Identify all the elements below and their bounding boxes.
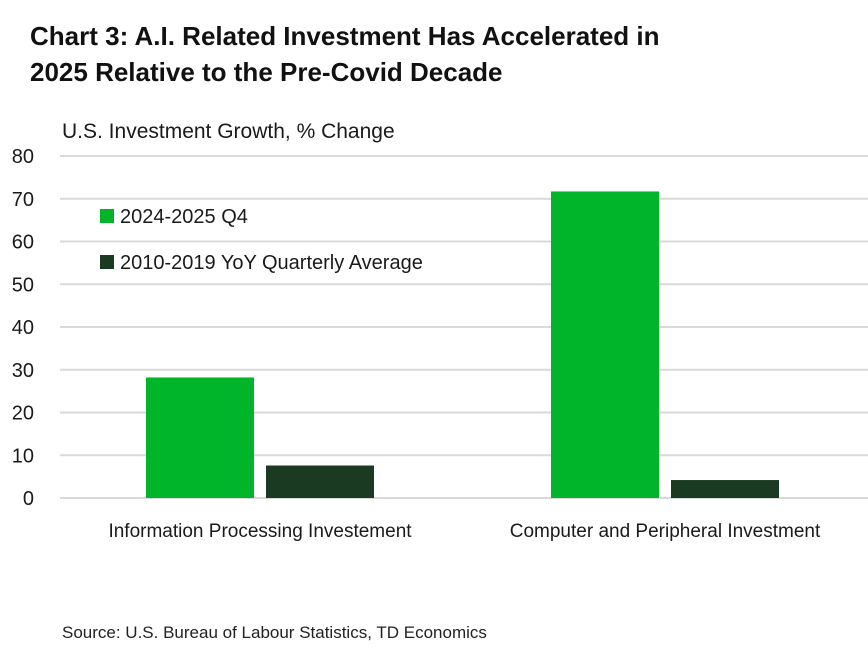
chart-svg: 0 10 20 30 40 50 60 70 80 U.S. Investment Growth,… (12, 120, 868, 542)
y-tick-label: 70 (12, 189, 34, 211)
legend-swatch (100, 209, 114, 223)
legend-label: 2010-2019 YoY Quarterly Average (120, 252, 423, 274)
bar-2-1 (266, 465, 374, 498)
title-line-2: 2025 Relative to the Pre-Covid Decade (30, 57, 503, 87)
chart-title: Chart 3: A.I. Related Investment Has Acc… (30, 18, 850, 90)
y-tick-label: 60 (12, 232, 34, 254)
source-note: Source: U.S. Bureau of Labour Statistics… (62, 623, 487, 642)
y-axis-label: U.S. Investment Growth, % Change (62, 120, 395, 143)
y-tick-label: 30 (12, 360, 34, 382)
legend-label: 2024-2025 Q4 (120, 206, 248, 228)
title-line-1: Chart 3: A.I. Related Investment Has Acc… (30, 21, 660, 51)
y-tick-label: 80 (12, 146, 34, 168)
legend-swatch (100, 255, 114, 269)
category-label: Computer and Peripheral Investment (510, 521, 821, 542)
y-tick-label: 40 (12, 317, 34, 339)
bar-2-2 (671, 480, 779, 498)
y-tick-label: 50 (12, 274, 34, 296)
y-tick-label: 20 (12, 403, 34, 425)
category-label: Information Processing Investement (108, 521, 412, 542)
y-tick-label: 10 (12, 445, 34, 467)
bar-1-2 (551, 191, 659, 499)
bar-1-1 (146, 377, 254, 498)
y-tick-label: 0 (23, 488, 34, 510)
